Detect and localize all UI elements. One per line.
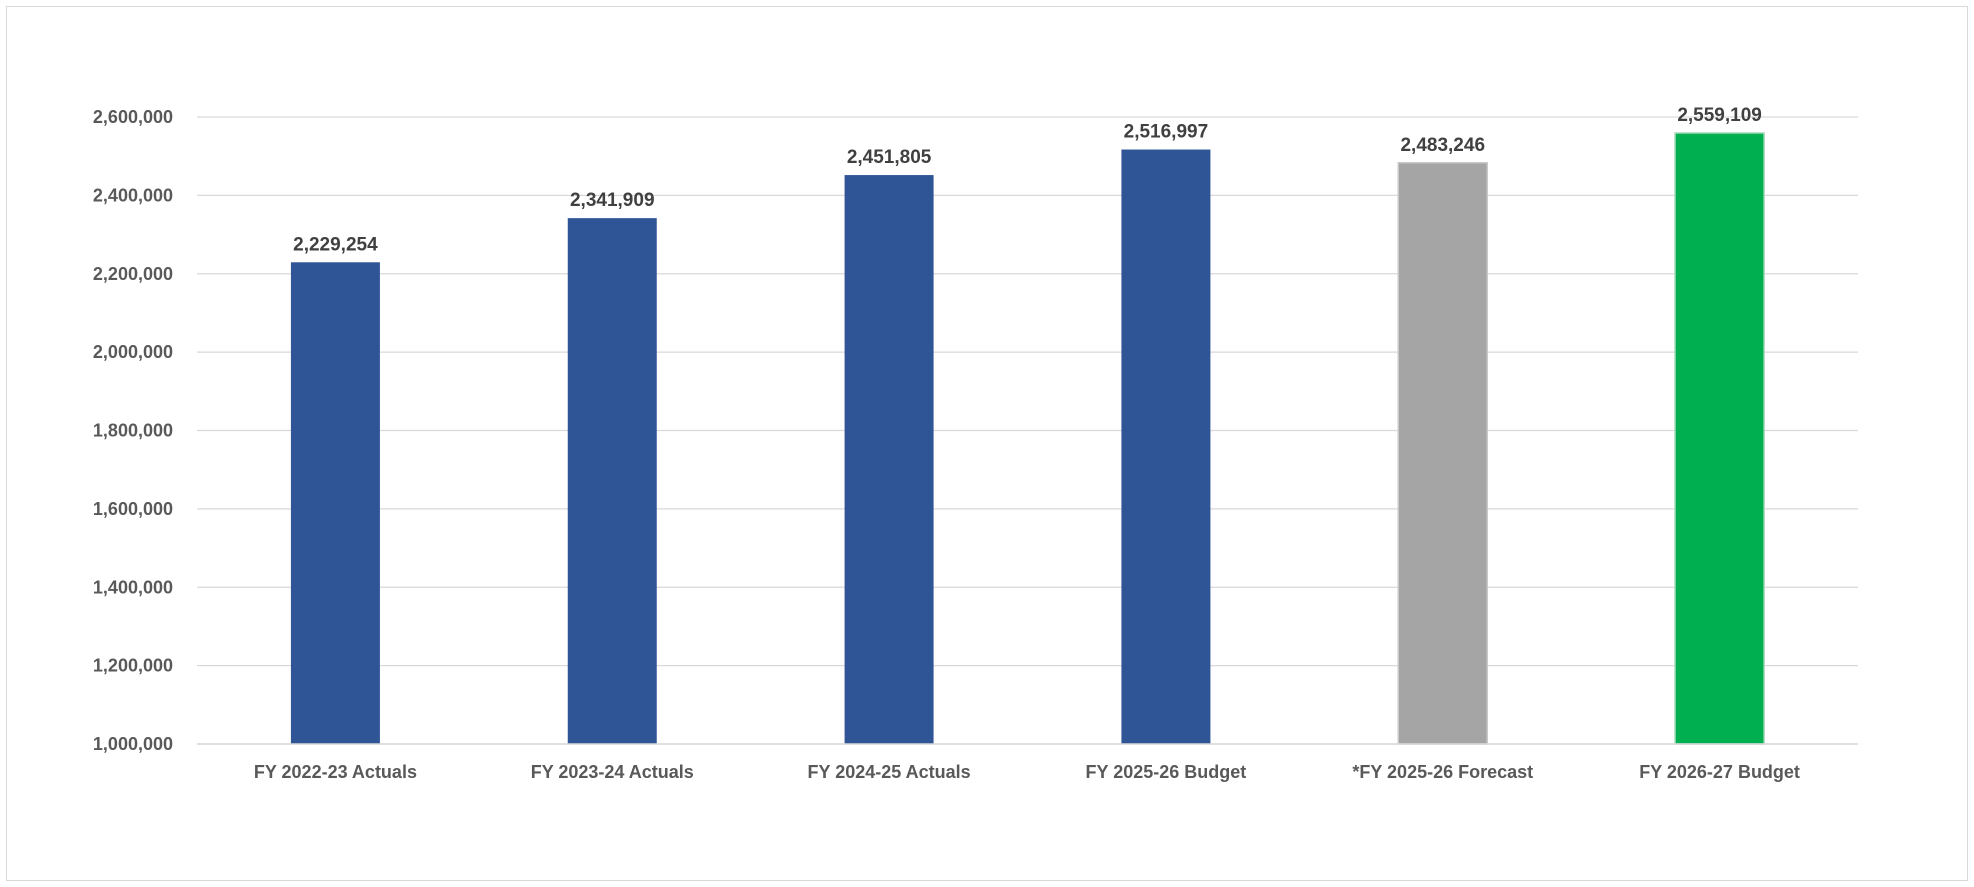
y-tick-label: 2,000,000: [93, 342, 173, 362]
data-label: 2,341,909: [570, 190, 655, 211]
y-tick-label: 2,600,000: [93, 107, 173, 127]
y-tick-label: 2,400,000: [93, 185, 173, 205]
data-labels: 2,229,254 2,341,909 2,451,805 2,516,997 2,48…: [293, 105, 1762, 255]
y-tick-label: 1,800,000: [93, 421, 173, 441]
gridlines: [197, 116, 1858, 745]
data-label: 2,451,805: [847, 147, 932, 168]
y-axis: 1,000,000 1,200,000 1,400,000 1,600,000 1,80…: [93, 107, 173, 754]
x-tick-label: *FY 2025-26 Forecast: [1352, 762, 1533, 782]
y-tick-label: 1,200,000: [93, 656, 173, 676]
y-tick-label: 1,000,000: [93, 734, 173, 754]
bar: [844, 175, 934, 744]
x-tick-label: FY 2025-26 Budget: [1086, 762, 1247, 782]
data-label: 2,516,997: [1124, 122, 1209, 143]
data-label: 2,229,254: [293, 234, 378, 255]
x-tick-label: FY 2024-25 Actuals: [808, 762, 971, 782]
data-label: 2,483,246: [1400, 135, 1485, 156]
bar: [290, 262, 380, 744]
y-tick-label: 1,400,000: [93, 577, 173, 597]
bar: [1121, 149, 1211, 744]
data-label: 2,559,109: [1677, 105, 1762, 126]
y-tick-label: 2,200,000: [93, 264, 173, 284]
x-tick-label: FY 2026-27 Budget: [1639, 762, 1800, 782]
bar-series: [290, 132, 1765, 745]
x-tick-label: FY 2023-24 Actuals: [531, 762, 694, 782]
bar: [1397, 162, 1488, 745]
x-tick-label: FY 2022-23 Actuals: [254, 762, 417, 782]
bar: [567, 218, 657, 744]
x-axis: FY 2022-23 Actuals FY 2023-24 Actuals FY 2…: [197, 743, 1858, 782]
y-tick-label: 1,600,000: [93, 499, 173, 519]
bar: [1674, 132, 1765, 745]
